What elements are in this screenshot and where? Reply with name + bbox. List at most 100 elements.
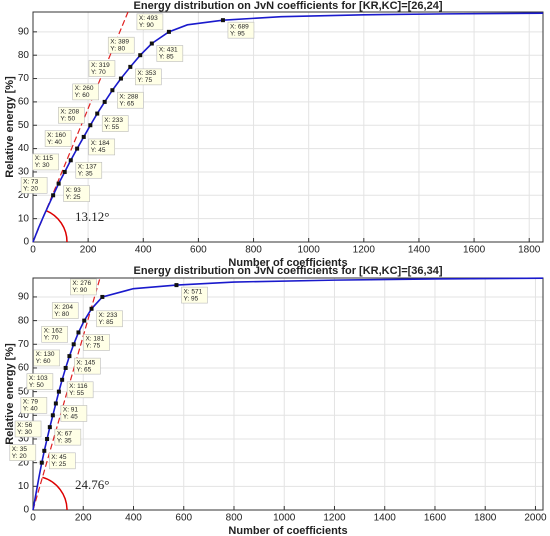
datatip-x: X: 233 — [99, 312, 118, 319]
datatip-y: Y: 70 — [91, 69, 106, 76]
datatip-marker — [47, 425, 52, 430]
datatip-box — [88, 60, 116, 77]
x-tick-label: 200 — [80, 245, 97, 256]
datatip-marker — [56, 389, 61, 394]
angle-arc — [45, 209, 68, 243]
x-tick-label: 1600 — [463, 245, 486, 256]
datatip-marker — [220, 18, 225, 23]
chart-title: Energy distribution on JvN coefficients … — [134, 0, 443, 12]
datatip-y: Y: 75 — [137, 77, 152, 84]
datatip: X: 35Y: 20 — [9, 444, 37, 461]
datatip-marker — [102, 99, 107, 104]
datatip: X: 79Y: 40 — [20, 397, 48, 414]
datatip-x: X: 137 — [78, 163, 97, 170]
datatip-x: X: 208 — [60, 108, 79, 115]
datatip-y: Y: 75 — [85, 343, 100, 350]
datatip: X: 93Y: 25 — [63, 185, 90, 202]
datatip-marker — [76, 330, 81, 335]
datatip-marker — [50, 413, 55, 418]
datatip-box — [49, 452, 76, 470]
y-tick-label: 60 — [18, 97, 30, 108]
datatip-box — [33, 349, 60, 367]
datatip-x: X: 103 — [29, 375, 48, 382]
x-tick-label: 1400 — [374, 513, 397, 524]
x-tick-label: 800 — [245, 245, 262, 256]
datatip-marker — [51, 193, 56, 198]
datatip-box — [135, 68, 162, 86]
datatip-x: X: 130 — [36, 351, 55, 358]
datatip-x: X: 67 — [57, 430, 73, 437]
y-tick-label: 50 — [18, 386, 30, 397]
datatip-box — [20, 397, 48, 414]
datatip-box — [96, 310, 123, 328]
datatip-x: X: 116 — [69, 383, 88, 390]
x-axis-label: Number of coefficients — [228, 257, 347, 269]
datatip-y: Y: 60 — [75, 92, 90, 99]
datatip-marker — [42, 448, 47, 453]
datatip-box — [66, 381, 94, 399]
x-tick-label: 2000 — [524, 513, 547, 524]
datatip-box — [54, 428, 82, 446]
datatip-x: X: 571 — [183, 288, 202, 295]
datatip-y: Y: 80 — [110, 45, 125, 52]
x-tick-label: 0 — [30, 513, 36, 524]
datatip-marker — [110, 88, 115, 93]
y-tick-label: 80 — [18, 50, 30, 61]
datatip-x: X: 233 — [104, 117, 123, 124]
x-tick-label: 1200 — [353, 245, 376, 256]
datatip-box — [51, 302, 79, 319]
datatip-y: Y: 65 — [119, 100, 134, 107]
datatip: X: 45Y: 25 — [49, 452, 76, 470]
datatip-marker — [60, 377, 65, 382]
y-tick-label: 40 — [18, 143, 30, 154]
datatip-marker — [149, 41, 154, 46]
y-tick-label: 20 — [18, 457, 30, 468]
tangent-line — [32, 277, 101, 511]
x-tick-label: 1400 — [408, 245, 431, 256]
datatip-y: Y: 50 — [60, 115, 75, 122]
x-tick-label: 400 — [135, 245, 152, 256]
datatip-box — [117, 91, 144, 109]
datatip-y: Y: 65 — [76, 366, 91, 373]
chart-title: Energy distribution on JvN coefficients … — [134, 265, 443, 277]
x-tick-label: 600 — [175, 513, 192, 524]
datatip-marker — [88, 123, 93, 128]
angle-label: 24.76° — [75, 477, 109, 492]
datatip-marker — [118, 76, 123, 81]
y-tick-label: 0 — [23, 237, 29, 248]
y-tick-label: 20 — [18, 190, 30, 201]
datatip-marker — [39, 460, 44, 465]
datatip-x: X: 276 — [72, 280, 91, 287]
datatip-box — [58, 106, 85, 124]
datatip-y: Y: 40 — [23, 406, 38, 413]
angle-arc — [42, 476, 68, 511]
datatip-box — [14, 420, 42, 438]
y-tick-label: 90 — [18, 26, 30, 37]
datatip-x: X: 45 — [51, 454, 67, 461]
datatip-x: X: 35 — [12, 446, 28, 453]
datatip: X: 73Y: 20 — [20, 176, 48, 194]
datatip-marker — [174, 283, 179, 288]
datatip-x: X: 204 — [54, 304, 73, 311]
datatip-y: Y: 70 — [44, 335, 59, 342]
datatip-x: X: 389 — [110, 38, 129, 45]
datatip-box — [181, 286, 208, 304]
datatip: X: 67Y: 35 — [54, 428, 82, 446]
datatip-y: Y: 85 — [159, 54, 174, 61]
datatip-marker — [56, 181, 61, 186]
x-axis-label: Number of coefficients — [228, 525, 347, 536]
datatip-y: Y: 35 — [57, 437, 72, 444]
datatip-x: X: 73 — [23, 179, 39, 186]
